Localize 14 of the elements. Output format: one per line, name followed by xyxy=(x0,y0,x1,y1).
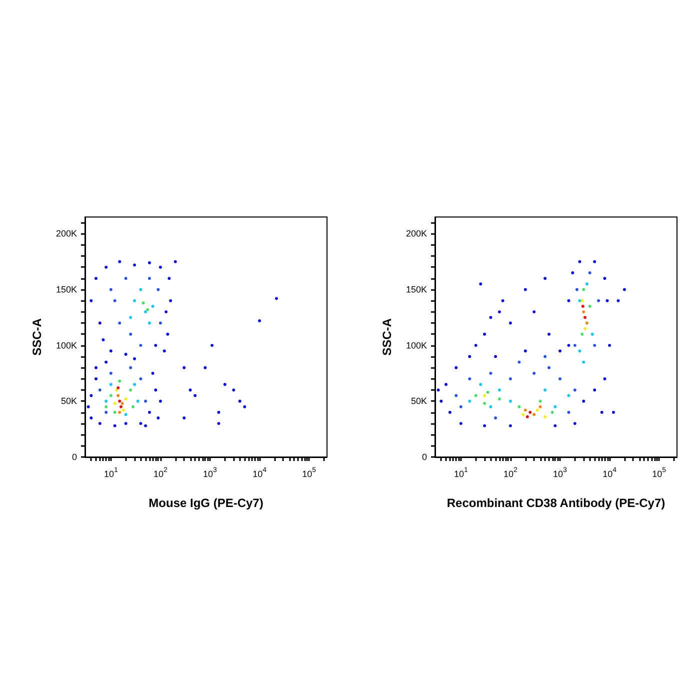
y-tick-label: 50K xyxy=(60,396,77,406)
y-tick-label: 150K xyxy=(406,284,427,295)
y-tick-label: 200K xyxy=(56,228,77,239)
y-tick-label: 100K xyxy=(406,340,427,350)
x-axis-title: Recombinant CD38 Antibody (PE-Cy7) xyxy=(446,496,666,510)
y-axis-title: SSC-A xyxy=(30,318,44,356)
x-axis-title: Mouse IgG (PE-Cy7) xyxy=(148,496,264,510)
y-tick-label: 0 xyxy=(72,452,77,462)
y-tick-label: 0 xyxy=(422,452,427,462)
y-tick-label: 200K xyxy=(406,228,427,239)
y-tick-label: 50K xyxy=(410,396,427,406)
y-axis-title: SSC-A xyxy=(380,318,394,356)
y-tick-label: 150K xyxy=(56,284,77,295)
y-tick-label: 100K xyxy=(56,340,77,350)
